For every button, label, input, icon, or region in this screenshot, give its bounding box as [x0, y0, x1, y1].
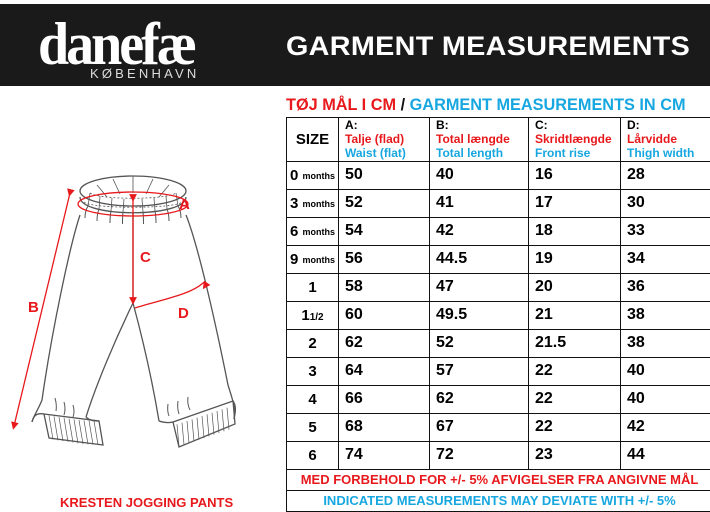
- svg-text:D: D: [178, 305, 189, 322]
- svg-text:B: B: [28, 299, 39, 316]
- svg-text:A: A: [179, 196, 190, 213]
- svg-text:C: C: [140, 249, 151, 266]
